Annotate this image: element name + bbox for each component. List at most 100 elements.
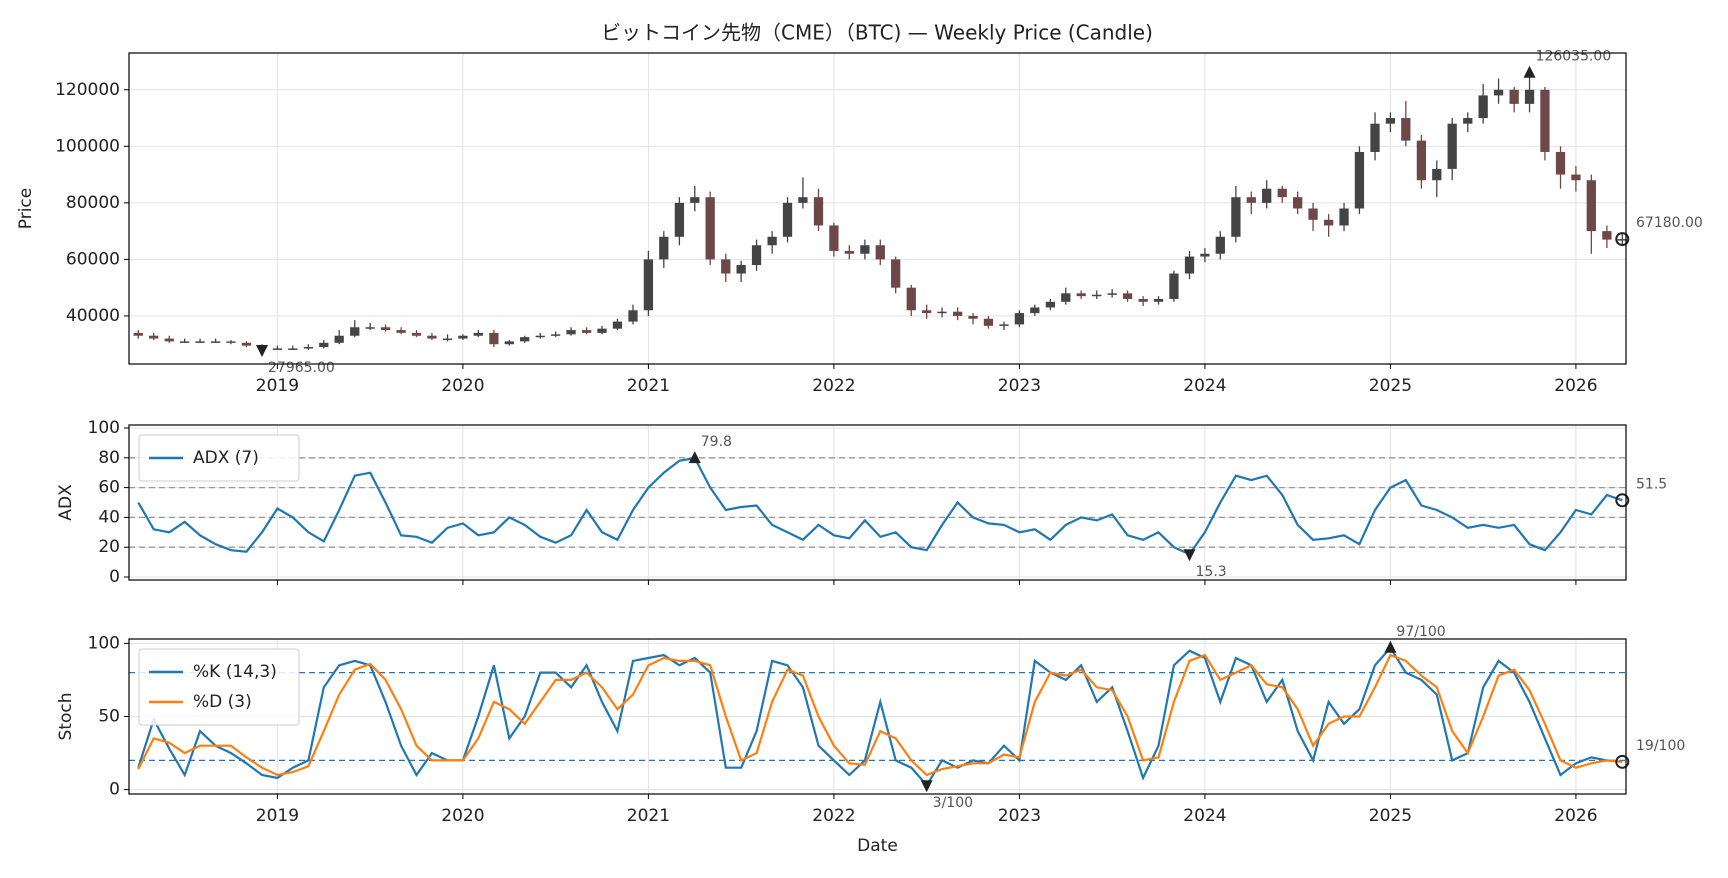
candle-body bbox=[581, 330, 592, 333]
min-marker bbox=[256, 344, 269, 357]
annotation-label: 51.5 bbox=[1636, 476, 1667, 492]
candle-body bbox=[674, 202, 685, 237]
candle-body bbox=[1447, 123, 1457, 169]
candle-body bbox=[659, 236, 669, 260]
candle-body bbox=[829, 225, 839, 251]
candle-body bbox=[1092, 294, 1102, 297]
candle-body bbox=[272, 348, 283, 350]
legend-box bbox=[138, 434, 300, 482]
candle-body bbox=[241, 342, 252, 346]
y-tick-label: 50 bbox=[98, 707, 120, 727]
candle-body bbox=[597, 328, 607, 333]
panel-frame bbox=[128, 424, 1627, 581]
candle-body bbox=[442, 338, 453, 341]
annotation-label: 79.8 bbox=[701, 434, 732, 450]
annotation-label: 15.3 bbox=[1196, 564, 1227, 580]
annotation-label: 97/100 bbox=[1396, 624, 1445, 640]
candle-body bbox=[226, 341, 236, 343]
candle-body bbox=[891, 259, 901, 288]
candle-body bbox=[875, 245, 885, 260]
x-tick-label: 2020 bbox=[441, 806, 484, 826]
candle-body bbox=[782, 202, 793, 237]
series-line bbox=[137, 653, 1623, 777]
candle-body bbox=[860, 245, 870, 254]
max-marker bbox=[1523, 65, 1536, 78]
candle-body bbox=[566, 330, 576, 335]
candle-body bbox=[1463, 118, 1473, 124]
candle-body bbox=[380, 327, 391, 331]
x-tick-label: 2026 bbox=[1554, 806, 1597, 826]
candle-body bbox=[551, 334, 561, 336]
plot-area bbox=[137, 456, 1623, 556]
candle-body bbox=[1014, 313, 1025, 325]
candle-body bbox=[210, 341, 221, 343]
candle-body bbox=[999, 324, 1009, 326]
candle-body bbox=[458, 335, 468, 339]
candle-body bbox=[1107, 293, 1117, 295]
candle-body bbox=[721, 259, 731, 274]
y-tick-label: 20 bbox=[98, 537, 120, 557]
candle-body bbox=[1432, 168, 1442, 181]
candle-body bbox=[303, 347, 314, 349]
candle-body bbox=[1293, 197, 1303, 209]
candle-body bbox=[690, 197, 700, 203]
candle-body bbox=[1277, 188, 1287, 198]
candle-body bbox=[1478, 95, 1488, 119]
candle-body bbox=[736, 265, 746, 274]
candle-body bbox=[1540, 89, 1550, 152]
y-tick-label: 80 bbox=[98, 448, 120, 468]
candle-body bbox=[1571, 174, 1581, 181]
legend-label: %K (14,3) bbox=[193, 662, 277, 682]
candle-body bbox=[1416, 140, 1427, 181]
candle-body bbox=[643, 259, 654, 311]
candle-body bbox=[1061, 293, 1071, 302]
candle-body bbox=[937, 311, 947, 314]
y-axis-label: Price bbox=[16, 188, 36, 229]
candle-body bbox=[396, 330, 406, 333]
candle-body bbox=[1385, 118, 1396, 124]
annotation-label: 67180.00 bbox=[1636, 215, 1703, 231]
x-tick-label: 2024 bbox=[1183, 806, 1226, 826]
y-tick-label: 120000 bbox=[55, 80, 120, 100]
candle-body bbox=[149, 335, 159, 339]
candle-body bbox=[1617, 239, 1627, 241]
min-marker bbox=[920, 780, 933, 793]
x-tick-label: 2022 bbox=[812, 806, 855, 826]
series-line bbox=[137, 456, 1623, 556]
x-tick-label: 2021 bbox=[627, 376, 670, 396]
y-tick-label: 100000 bbox=[55, 136, 120, 156]
annotation-label: 19/100 bbox=[1636, 738, 1685, 754]
candle-body bbox=[767, 236, 777, 246]
candle-body bbox=[922, 310, 932, 314]
x-tick-label: 2022 bbox=[812, 376, 855, 396]
y-tick-label: 100 bbox=[88, 633, 120, 653]
candle-body bbox=[1153, 298, 1164, 302]
y-tick-label: 100 bbox=[88, 418, 120, 438]
legend: %K (14,3) %D (3) bbox=[138, 648, 300, 726]
candle-body bbox=[1324, 219, 1334, 226]
candle-body bbox=[952, 311, 963, 316]
candle-body bbox=[535, 335, 545, 338]
y-tick-label: 60000 bbox=[66, 249, 120, 269]
max-marker bbox=[688, 451, 701, 464]
x-tick-label: 2019 bbox=[256, 806, 299, 826]
candle-body bbox=[628, 310, 638, 322]
x-tick-label: 2026 bbox=[1554, 376, 1597, 396]
candle-body bbox=[1184, 256, 1195, 274]
y-tick-label: 0 bbox=[109, 780, 120, 800]
candle-body bbox=[751, 245, 762, 266]
x-tick-label: 2023 bbox=[998, 806, 1041, 826]
candle-body bbox=[813, 197, 824, 226]
candle-body bbox=[1045, 301, 1056, 308]
x-tick-label: 2025 bbox=[1369, 376, 1412, 396]
candle-body bbox=[1555, 151, 1566, 175]
annotation-label: 27965.00 bbox=[268, 360, 335, 376]
candle-body bbox=[1246, 197, 1256, 203]
candle-body bbox=[1524, 89, 1535, 104]
candle-body bbox=[427, 335, 437, 339]
x-tick-label: 2019 bbox=[256, 376, 299, 396]
candle-body bbox=[705, 197, 715, 260]
candle-body bbox=[844, 250, 854, 254]
candle-body bbox=[1308, 208, 1318, 220]
